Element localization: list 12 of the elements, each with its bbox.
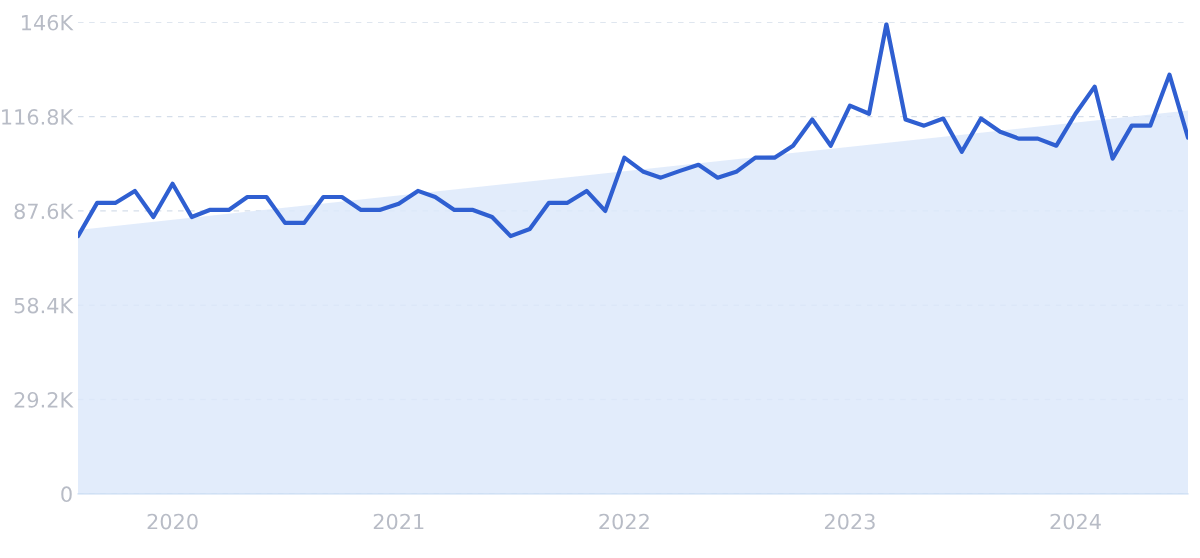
line-series xyxy=(78,22,1188,239)
y-tick-label: 116.8K xyxy=(2,109,74,125)
y-tick-label: 0 xyxy=(61,486,72,503)
y-tick-label: 58.4K xyxy=(14,297,74,314)
y-tick-label: 146K xyxy=(22,14,74,31)
y-tick-label: 87.6K xyxy=(14,203,74,220)
x-tick-label: 2024 xyxy=(1050,513,1101,530)
x-tick-label: 2023 xyxy=(824,513,875,530)
x-tick-label: 2021 xyxy=(373,513,424,530)
x-tick-label: 2020 xyxy=(147,513,198,530)
y-tick-label: 29.2K xyxy=(14,391,74,408)
x-tick-label: 2022 xyxy=(599,513,649,530)
